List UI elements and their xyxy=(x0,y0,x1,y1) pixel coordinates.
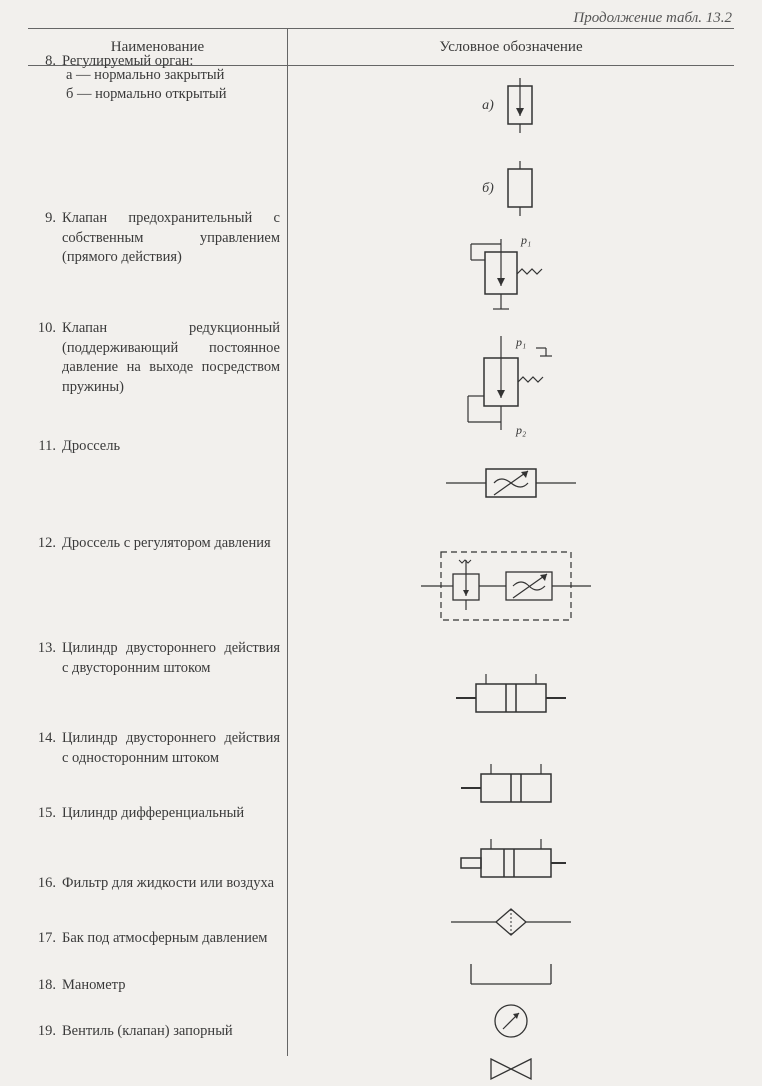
row-8b: б — нормально открытый xyxy=(36,85,280,105)
symbol-12 xyxy=(288,541,734,631)
sub-label: б — нормально открытый xyxy=(66,86,227,102)
row-9: 9. Клапан предохранительный с собственны… xyxy=(36,203,280,268)
symbol-label-b: б) xyxy=(482,181,494,197)
symbol-10: p₁ p₂ xyxy=(288,334,734,439)
row-text: Клапан редукционный (поддерживающий пост… xyxy=(62,319,280,397)
row-19: 19. Вентиль (клапан) запорный xyxy=(36,1016,280,1042)
symbol-column: a) б) xyxy=(288,66,734,1056)
row-num: 18. xyxy=(36,976,62,996)
row-num: 11. xyxy=(36,437,62,457)
row-text: Цилиндр дифференциальный xyxy=(62,804,280,824)
shutoff-valve-icon xyxy=(481,1054,541,1084)
symbol-11 xyxy=(288,458,734,508)
safety-valve-icon: p₁ xyxy=(451,234,571,319)
row-text: Дроссель с регулятором давления xyxy=(62,534,280,554)
header-symbol: Условное обозначение xyxy=(288,39,734,56)
symbol-9: p₁ xyxy=(288,234,734,319)
p2-label: p₂ xyxy=(515,423,526,437)
row-16: 16. Фильтр для жидкости или воздуха xyxy=(36,868,280,894)
valve-b-icon xyxy=(500,161,540,216)
row-num: 12. xyxy=(36,534,62,554)
row-num: 16. xyxy=(36,874,62,894)
row-text: Фильтр для жидкости или воздуха xyxy=(62,874,280,894)
symbol-18 xyxy=(288,1001,734,1041)
row-text: Цилиндр двустороннего действия с двустор… xyxy=(62,639,280,678)
row-text: Манометр xyxy=(62,976,280,996)
cylinder-single-rod-icon xyxy=(446,759,576,814)
table: Наименование Условное обозначение 8. Рег… xyxy=(28,28,734,1064)
symbol-17 xyxy=(288,959,734,989)
cylinder-double-rod-icon xyxy=(446,669,576,724)
row-num: 9. xyxy=(36,209,62,268)
row-num: 14. xyxy=(36,729,62,768)
symbol-8a: a) xyxy=(288,78,734,133)
tank-icon xyxy=(461,962,561,987)
row-text: Клапан предохранительный с собственным у… xyxy=(62,209,280,268)
symbol-19 xyxy=(288,1051,734,1086)
reducing-valve-icon: p₁ p₂ xyxy=(446,334,576,439)
row-8a: а — нормально закрытый xyxy=(36,66,280,86)
manometer-icon xyxy=(491,1001,531,1041)
row-text: Дроссель xyxy=(62,437,280,457)
row-12: 12. Дроссель с регулятором давления xyxy=(36,528,280,554)
row-num: 10. xyxy=(36,319,62,397)
symbol-15 xyxy=(288,831,734,891)
row-14: 14. Цилиндр двустороннего действия с одн… xyxy=(36,723,280,768)
symbol-16 xyxy=(288,904,734,939)
row-text: Бак под атмосферным давлением xyxy=(62,929,280,949)
row-15: 15. Цилиндр дифференциальный xyxy=(36,798,280,824)
row-num: 17. xyxy=(36,929,62,949)
symbol-13 xyxy=(288,666,734,726)
row-num: 15. xyxy=(36,804,62,824)
symbol-label-a: a) xyxy=(482,98,494,114)
row-text: Вентиль (клапан) запорный xyxy=(62,1022,280,1042)
row-num: 13. xyxy=(36,639,62,678)
throttle-regulator-icon xyxy=(421,546,601,626)
symbol-8b: б) xyxy=(288,161,734,216)
table-caption: Продолжение табл. 13.2 xyxy=(573,10,732,27)
row-17: 17. Бак под атмосферным давлением xyxy=(36,923,280,949)
valve-a-icon xyxy=(500,78,540,133)
row-11: 11. Дроссель xyxy=(36,431,280,457)
row-18: 18. Манометр xyxy=(36,970,280,996)
row-13: 13. Цилиндр двустороннего действия с дву… xyxy=(36,633,280,678)
row-text: Цилиндр двустороннего действия с односто… xyxy=(62,729,280,768)
table-body: 8. Регулируемый орган: а — нормально зак… xyxy=(28,66,734,1056)
name-column: 8. Регулируемый орган: а — нормально зак… xyxy=(28,66,288,1056)
sub-label: а — нормально закрытый xyxy=(66,67,224,83)
cylinder-differential-icon xyxy=(446,834,576,889)
row-10: 10. Клапан редукционный (поддерживающий … xyxy=(36,313,280,397)
symbol-14 xyxy=(288,756,734,816)
throttle-icon xyxy=(446,463,576,503)
p1-label: p₁ xyxy=(515,335,526,349)
row-num: 19. xyxy=(36,1022,62,1042)
filter-icon xyxy=(451,907,571,937)
p1-label: p₁ xyxy=(520,233,531,247)
